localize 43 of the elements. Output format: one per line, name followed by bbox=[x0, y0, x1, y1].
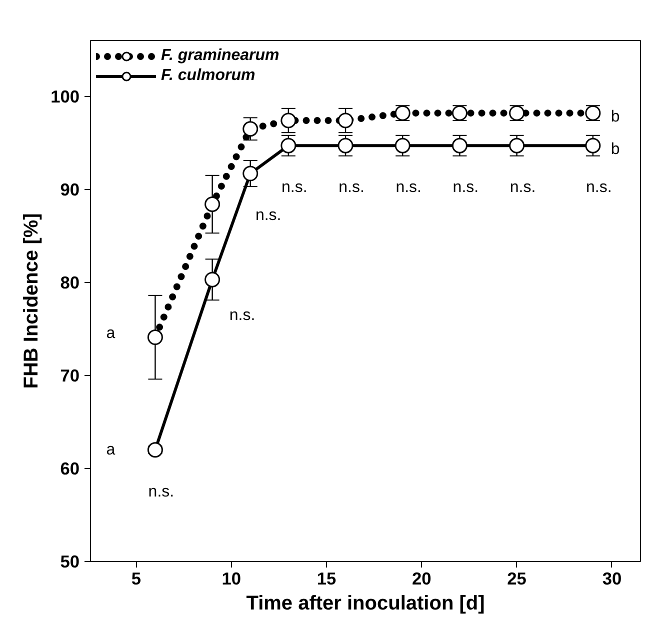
x-tick-label: 10 bbox=[222, 568, 241, 588]
legend-label: F. culmorum bbox=[161, 67, 256, 85]
x-tick-label: 20 bbox=[412, 568, 432, 588]
y-tick-label: 80 bbox=[60, 272, 80, 292]
point bbox=[338, 138, 354, 154]
annotation: n.s. bbox=[255, 207, 282, 224]
annotation: a bbox=[106, 324, 116, 342]
point bbox=[280, 112, 296, 128]
x-tick-label: 15 bbox=[316, 568, 336, 588]
y-axis-title: FHB Incidence [%] bbox=[20, 213, 43, 389]
y-tick-label: 70 bbox=[60, 365, 80, 386]
annotation: n.s. bbox=[148, 483, 174, 500]
point bbox=[452, 138, 468, 154]
y-tick-label: 100 bbox=[50, 86, 80, 106]
x-axis-title: Time after inoculation [d] bbox=[246, 592, 485, 614]
annotation: b bbox=[610, 108, 620, 126]
legend-label: F. graminearum bbox=[161, 47, 280, 65]
point bbox=[585, 138, 601, 154]
y-tick-label: 50 bbox=[60, 552, 80, 572]
point bbox=[242, 166, 258, 182]
y-tick-label: 90 bbox=[60, 179, 80, 200]
annotation: n.s. bbox=[452, 179, 479, 196]
annotation: b bbox=[610, 141, 620, 158]
point bbox=[338, 112, 354, 128]
point bbox=[242, 121, 258, 137]
x-tick-label: 30 bbox=[602, 568, 622, 588]
annotation: n.s. bbox=[282, 179, 308, 196]
point bbox=[204, 196, 220, 212]
point bbox=[509, 138, 525, 154]
annotation: n.s. bbox=[396, 179, 422, 196]
point bbox=[394, 138, 410, 154]
point bbox=[147, 442, 163, 458]
point bbox=[204, 272, 220, 288]
x-tick-label: 25 bbox=[507, 568, 527, 588]
annotation: a bbox=[106, 441, 116, 458]
annotation: n.s. bbox=[338, 179, 364, 196]
y-tick-label: 60 bbox=[60, 458, 80, 478]
point bbox=[280, 138, 296, 154]
annotation: n.s. bbox=[229, 307, 256, 324]
point bbox=[147, 330, 163, 346]
annotation: n.s. bbox=[586, 179, 612, 196]
x-tick-label: 5 bbox=[131, 568, 142, 588]
annotation: n.s. bbox=[510, 179, 536, 196]
